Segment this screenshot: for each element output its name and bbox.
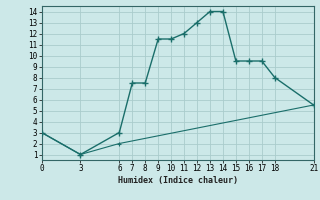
X-axis label: Humidex (Indice chaleur): Humidex (Indice chaleur) xyxy=(118,176,237,185)
